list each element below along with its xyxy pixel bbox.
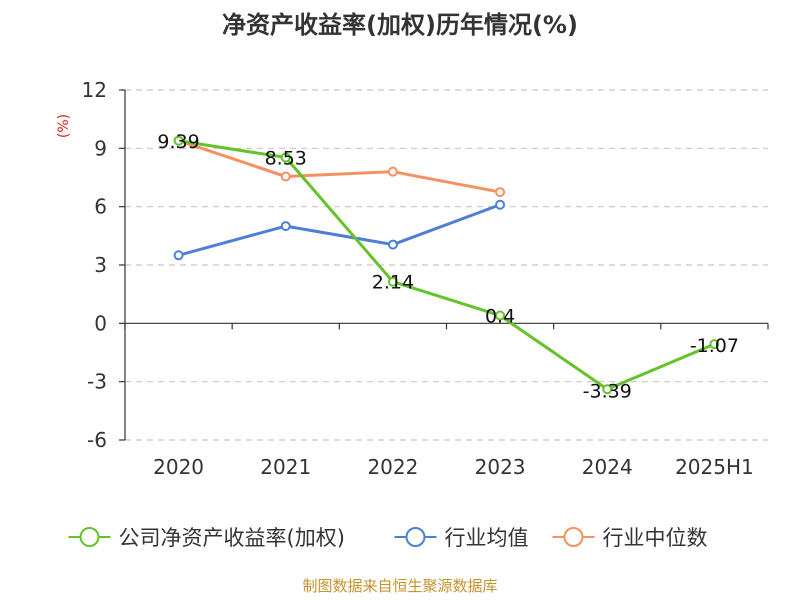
y-tick-label: -3 <box>87 370 107 394</box>
data-point <box>173 250 184 261</box>
y-tick-label: 6 <box>94 195 107 219</box>
data-label: 2.14 <box>372 272 414 294</box>
series-line <box>178 139 501 194</box>
y-tick-label: 12 <box>82 78 107 102</box>
data-point <box>495 199 506 210</box>
data-point <box>280 152 291 163</box>
y-tick-label: 0 <box>94 311 107 335</box>
data-point <box>709 339 720 350</box>
data-label: 0.4 <box>485 306 515 328</box>
data-point <box>280 221 291 232</box>
gridlines <box>125 89 768 441</box>
x-tick-label: 2025H1 <box>675 455 754 479</box>
legend-marker <box>405 527 426 547</box>
data-point <box>387 276 398 287</box>
legend-marker <box>79 527 100 547</box>
data-label: -3.39 <box>583 380 632 402</box>
data-point <box>602 384 613 395</box>
legend: 公司净资产收益率(加权) 行业均值 行业中位数 <box>68 526 708 550</box>
data-point <box>495 187 506 198</box>
x-tick-label: 2023 <box>475 455 526 479</box>
data-point <box>387 166 398 177</box>
series-layer <box>173 135 720 395</box>
data-point <box>495 310 506 321</box>
series-line <box>178 139 715 391</box>
legend-label: 行业中位数 <box>603 526 708 550</box>
series-line <box>178 203 501 257</box>
legend-marker <box>563 527 584 547</box>
axes: 12 9 6 3 0 -3 -6 2020 2021 2022 2023 2024 2025H1 <box>82 78 769 479</box>
y-tick-label: -6 <box>87 428 107 452</box>
data-point <box>387 239 398 250</box>
x-tick-label: 2020 <box>153 455 204 479</box>
legend-label: 行业均值 <box>445 526 529 550</box>
data-point <box>173 135 184 146</box>
data-label: -1.07 <box>690 335 739 357</box>
data-label: 8.53 <box>265 147 307 169</box>
y-tick-label: 9 <box>94 136 107 160</box>
y-axis-unit-label: (%) <box>56 114 72 138</box>
source-note: 制图数据来自恒生聚源数据库 <box>302 577 497 595</box>
x-tick-label: 2024 <box>582 455 633 479</box>
legend-label: 公司净资产收益率(加权) <box>119 526 345 550</box>
x-tick-label: 2022 <box>367 455 418 479</box>
chart-title: 净资产收益率(加权)历年情况(%) <box>222 11 578 39</box>
data-point <box>280 171 291 182</box>
data-labels: 9.39 8.53 2.14 0.4 -3.39 -1.07 <box>157 131 739 403</box>
x-tick-label: 2021 <box>260 455 311 479</box>
data-label: 9.39 <box>157 131 199 153</box>
y-tick-label: 3 <box>94 253 107 277</box>
